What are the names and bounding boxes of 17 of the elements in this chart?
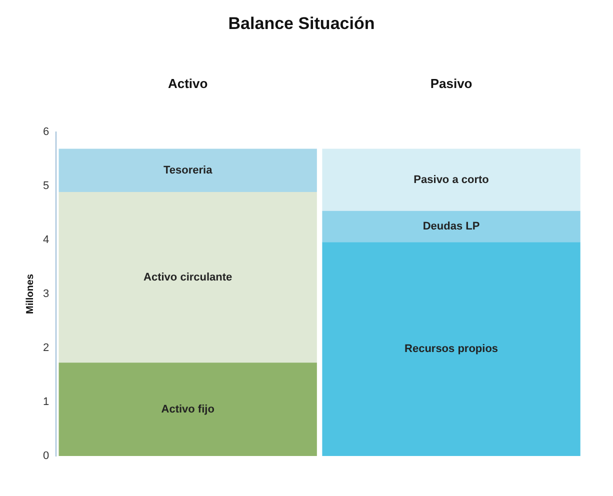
series-label: Activo circulante [144, 271, 232, 284]
y-tick-label: 1 [42, 396, 50, 408]
series-label: Tesoreria [163, 164, 214, 176]
y-tick-label: 4 [42, 234, 50, 246]
y-tick-label: 6 [42, 126, 50, 138]
chart-title: Balance Situación [228, 14, 375, 33]
x-tick-label: Pasivo [430, 76, 472, 91]
y-tick-label: 3 [42, 288, 50, 300]
series-label: Activo fijo [161, 403, 215, 416]
series-label: Pasivo a corto [414, 174, 490, 186]
series-label: Deudas LP [422, 220, 480, 233]
x-tick-label: Activo [168, 76, 208, 91]
y-axis-title: Millones [24, 274, 36, 314]
y-tick-label: 0 [42, 450, 50, 462]
y-tick-label: 2 [42, 342, 50, 354]
y-tick-label: 5 [42, 180, 50, 192]
series-label: Recursos propios [404, 343, 498, 356]
